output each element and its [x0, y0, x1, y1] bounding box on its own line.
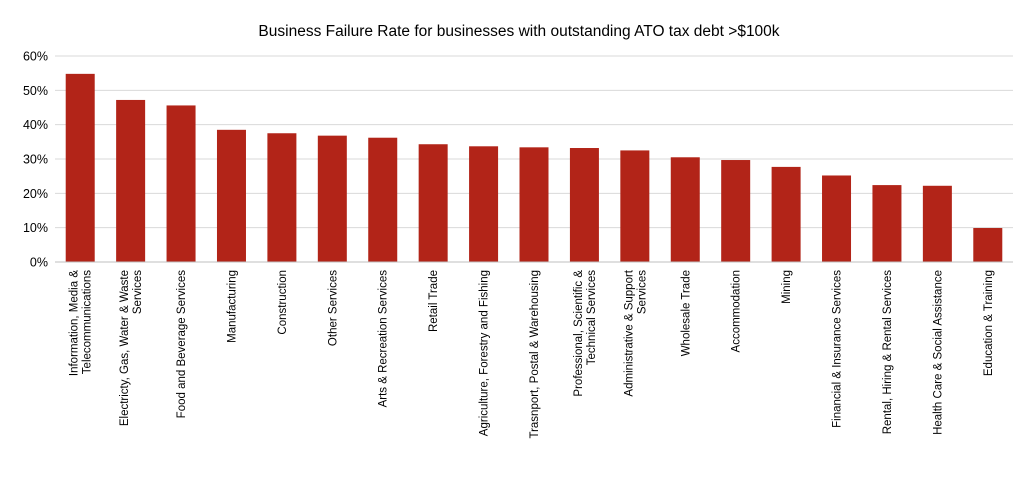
y-tick-label: 20% [23, 187, 48, 201]
x-category-label-line: Other Services [327, 270, 339, 346]
bar [922, 185, 952, 262]
bar [216, 129, 246, 262]
x-category-label-line: Food and Beverage Services [176, 270, 188, 419]
bars [65, 73, 1003, 263]
x-category-label-line: Electricty, Gas, Water & Waste [119, 270, 131, 426]
x-category-label: Retail Trade [428, 270, 440, 332]
x-category-label: Construction [277, 270, 289, 335]
x-category-label-line: Services [636, 270, 648, 314]
x-category-label-line: Health Care & Social Assistance [932, 270, 944, 435]
y-tick-label: 0% [30, 256, 48, 270]
x-category-label: Professional, Scientific & Technical Serv… [573, 270, 598, 397]
x-category-label-line: Arts & Recreation Services [378, 270, 390, 408]
bar [771, 166, 801, 262]
y-tick-label: 40% [23, 118, 48, 132]
x-category-label: Mining [781, 270, 793, 304]
x-category-label-line: Agriculture, Forestry and Fishing [479, 270, 491, 436]
bar [569, 148, 599, 262]
y-tick-label: 30% [23, 153, 48, 167]
x-category-label-line: Wholesale Trade [680, 270, 692, 356]
x-category-label-line: Education & Training [983, 270, 995, 376]
x-category-label: Other Services [327, 270, 339, 346]
x-category-label-line: Administrative & Support [623, 269, 635, 396]
x-category-label: Education & Training [983, 270, 995, 376]
bar [418, 144, 448, 262]
x-category-label: Financial & Insurance Services [832, 270, 844, 428]
x-category-label-line: Financial & Insurance Services [832, 270, 844, 428]
bar [469, 146, 499, 262]
x-category-label-line: Professional, Scientific & [573, 270, 585, 397]
x-category-label: Rental, Hiring & Rental Services [882, 270, 894, 435]
x-category-label: Manufacturing [226, 270, 238, 343]
chart-title: Business Failure Rate for businesses wit… [258, 23, 779, 40]
bar [116, 99, 146, 263]
bar [721, 160, 751, 262]
x-category-label: Trasnport, Postal & Warehousing [529, 270, 541, 439]
y-tick-label: 60% [23, 50, 48, 64]
x-category-label-line: Trasnport, Postal & Warehousing [529, 270, 541, 439]
bar [872, 185, 902, 262]
bar [670, 157, 700, 262]
bar [519, 147, 549, 262]
bar [65, 73, 95, 262]
bar [368, 137, 398, 262]
bar [267, 133, 297, 262]
x-category-label-line: Information, Media & [69, 270, 81, 376]
bar [317, 135, 347, 262]
x-category-label-line: Services [132, 270, 144, 314]
y-axis-ticks: 0% 10% 20% 30% 40% 50% 60% [23, 50, 48, 270]
bar [166, 105, 196, 262]
x-category-label: Information, Media & Telecommunications [69, 270, 94, 376]
y-tick-label: 50% [23, 84, 48, 98]
bar [620, 150, 650, 262]
x-category-label-line: Retail Trade [428, 270, 440, 332]
x-category-label-line: Mining [781, 270, 793, 304]
x-category-label-line: Telecommunications [82, 270, 94, 374]
x-category-label: Food and Beverage Services [176, 270, 188, 419]
x-category-label: Arts & Recreation Services [378, 270, 390, 408]
y-tick-label: 10% [23, 221, 48, 235]
bar [973, 228, 1003, 262]
x-category-label: Administrative & Support Services [623, 269, 648, 396]
x-category-label-line: Construction [277, 270, 289, 335]
x-category-label: Agriculture, Forestry and Fishing [479, 270, 491, 436]
x-category-label: Health Care & Social Assistance [932, 270, 944, 435]
x-category-label-line: Manufacturing [226, 270, 238, 343]
x-axis-category-labels: Information, Media & Telecommunications El… [69, 269, 995, 438]
x-category-label-line: Accommodation [731, 270, 743, 352]
bar [822, 175, 852, 262]
x-category-label: Accommodation [731, 270, 743, 352]
x-category-label-line: Technical Services [586, 270, 598, 365]
x-category-label: Electricty, Gas, Water & Waste Services [119, 270, 144, 426]
x-category-label: Wholesale Trade [680, 270, 692, 356]
x-category-label-line: Rental, Hiring & Rental Services [882, 270, 894, 435]
